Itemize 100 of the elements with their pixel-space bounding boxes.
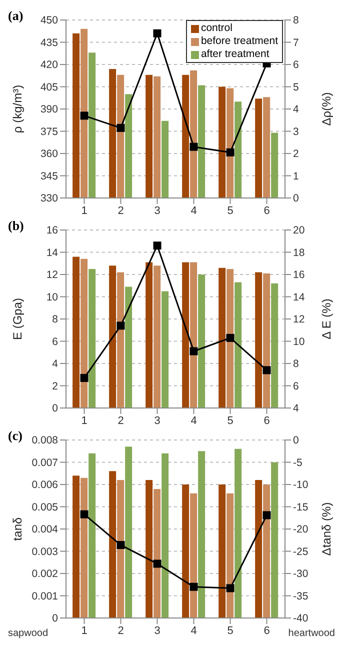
bar xyxy=(146,262,153,408)
point xyxy=(153,29,162,38)
y-axis-title: tanδ xyxy=(10,517,24,541)
bar xyxy=(72,256,80,408)
point xyxy=(226,148,234,156)
y-tick-label: 0.003 xyxy=(32,546,58,558)
bar xyxy=(263,273,270,408)
y2-tick-label: 18 xyxy=(293,246,305,259)
bar xyxy=(271,462,278,618)
point xyxy=(190,347,198,356)
y2-axis-title: Δtanδ (%) xyxy=(319,502,334,556)
bar xyxy=(218,484,226,618)
x-tick-label: 5 xyxy=(227,204,234,217)
x-tick-label: 4 xyxy=(190,624,197,637)
text: heartwood xyxy=(288,628,335,639)
y2-tick-label: -35 xyxy=(293,590,308,602)
y-tick-label: 16 xyxy=(46,224,58,237)
y-tick-label: 360 xyxy=(40,148,58,160)
y2-tick-label: 0 xyxy=(293,434,299,447)
text: sapwood xyxy=(8,628,48,639)
y2-axis-title: Δ E (%) xyxy=(319,298,334,340)
chart-title: (a) xyxy=(8,8,24,24)
y2-axis-title: Δρ(%) xyxy=(319,92,334,126)
x-tick-label: 4 xyxy=(190,414,197,427)
bar xyxy=(190,262,198,408)
bar xyxy=(255,272,262,408)
x-tick-label: 3 xyxy=(154,624,160,637)
x-tick-label: 1 xyxy=(81,204,88,217)
bar xyxy=(263,484,270,618)
y-tick-label: 0.008 xyxy=(32,434,58,447)
legend-label: before treatment xyxy=(200,35,278,48)
bar xyxy=(162,453,169,618)
legend-label: after treatment xyxy=(200,48,270,61)
x-tick-label: 2 xyxy=(118,624,124,637)
y-tick-label: 345 xyxy=(40,170,58,182)
chart-title: (c) xyxy=(8,428,22,444)
bar xyxy=(271,283,278,408)
bar xyxy=(154,266,161,408)
point xyxy=(116,124,125,132)
y2-tick-label: -10 xyxy=(293,479,308,492)
y2-tick-label: 20 xyxy=(293,224,305,237)
y-tick-label: 2 xyxy=(52,380,58,392)
y2-tick-label: 2 xyxy=(293,148,299,160)
y-tick-label: 450 xyxy=(40,14,58,27)
y2-tick-label: 0 xyxy=(293,192,299,205)
x-tick-label: 2 xyxy=(118,204,124,217)
point xyxy=(116,541,125,550)
bar xyxy=(182,484,190,618)
x-tick-label: 1 xyxy=(81,624,88,637)
point xyxy=(190,582,198,591)
y-tick-label: 390 xyxy=(40,104,58,116)
bar xyxy=(109,471,116,618)
y-tick-label: 420 xyxy=(40,59,58,72)
bar xyxy=(182,262,190,408)
bar xyxy=(162,291,169,408)
y-tick-label: 0 xyxy=(52,612,58,625)
y-tick-label: 10 xyxy=(46,291,58,304)
bar xyxy=(72,476,80,618)
y-tick-label: 375 xyxy=(40,126,58,138)
y-tick-label: 6 xyxy=(52,336,58,348)
x-tick-label: 3 xyxy=(154,414,160,427)
y2-tick-label: 6 xyxy=(293,59,299,72)
point xyxy=(153,560,162,568)
y2-tick-label: 4 xyxy=(293,402,299,415)
y2-tick-label: 7 xyxy=(293,36,299,49)
x-tick-label: 6 xyxy=(264,414,270,427)
bar xyxy=(88,453,96,618)
x-tick-label: 5 xyxy=(227,414,234,427)
point xyxy=(80,374,88,382)
bar xyxy=(80,258,88,408)
bar xyxy=(234,282,242,408)
y-tick-label: 435 xyxy=(40,36,58,49)
bar xyxy=(234,448,242,618)
y2-tick-label: 8 xyxy=(293,14,299,27)
bar xyxy=(88,268,96,408)
point xyxy=(226,584,234,592)
chart-title: (b) xyxy=(8,218,24,234)
bar xyxy=(226,493,234,618)
y-axis-title: ρ (kg/m³) xyxy=(10,84,24,134)
y2-tick-label: -5 xyxy=(293,456,302,469)
y2-tick-label: 14 xyxy=(293,291,305,304)
bar xyxy=(255,480,262,618)
bar xyxy=(109,266,116,408)
y2-tick-label: 10 xyxy=(293,336,305,348)
y2-tick-label: 6 xyxy=(293,380,299,392)
y-tick-label: 405 xyxy=(40,81,58,94)
y-tick-label: 12 xyxy=(46,269,58,282)
point xyxy=(80,112,88,120)
y-tick-label: 0.001 xyxy=(32,590,58,602)
x-tick-label: 4 xyxy=(190,204,197,217)
y2-tick-label: -20 xyxy=(293,524,308,536)
x-tick-label: 5 xyxy=(227,624,234,637)
y-tick-label: 0.005 xyxy=(32,501,58,514)
y2-tick-label: -30 xyxy=(293,568,308,580)
y2-tick-label: 16 xyxy=(293,269,305,282)
bar xyxy=(198,274,206,408)
bar xyxy=(226,268,234,408)
y2-tick-label: 12 xyxy=(293,314,305,326)
point xyxy=(262,511,271,520)
bar xyxy=(190,493,198,618)
